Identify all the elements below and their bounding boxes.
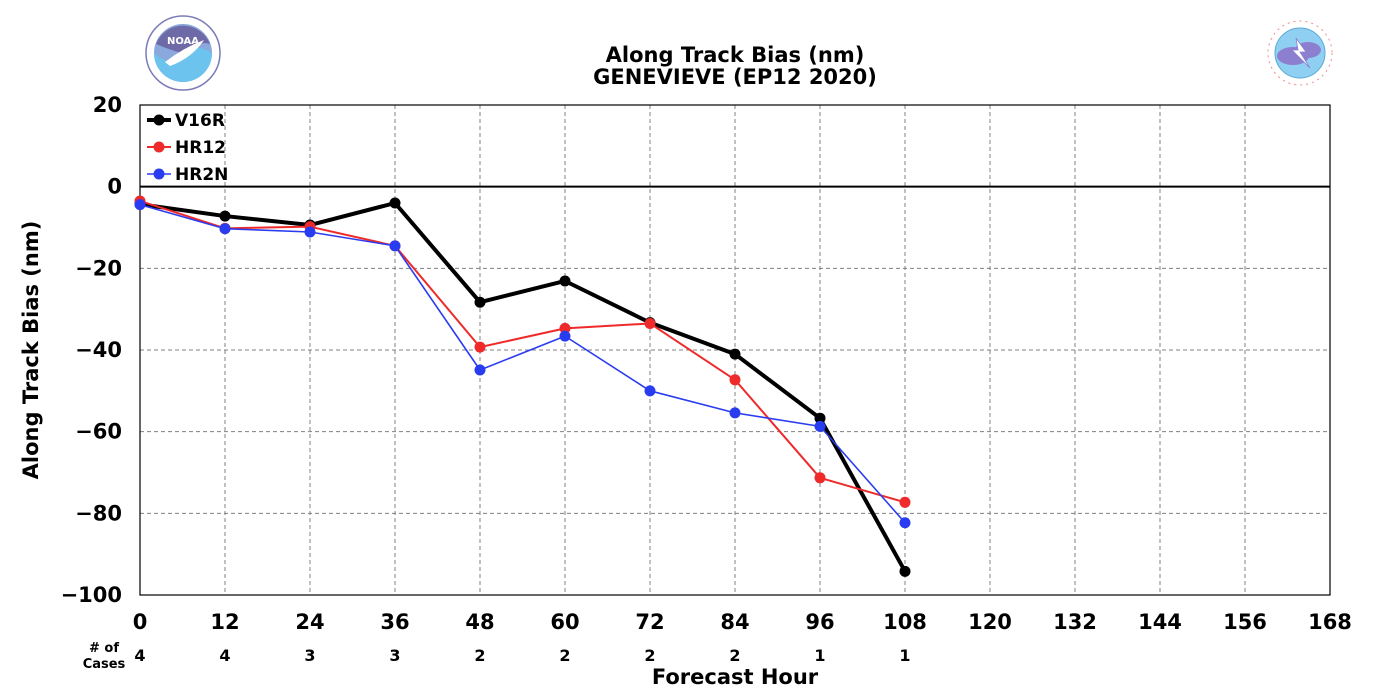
y-tick-label: 20 — [93, 93, 122, 117]
cases-label-line2: Cases — [83, 657, 126, 672]
series-line-hr2n — [139, 203, 906, 524]
series-point-hr2n — [814, 420, 826, 432]
legend-marker — [153, 141, 165, 153]
series-point-hr12 — [814, 472, 826, 484]
case-count: 2 — [559, 646, 570, 665]
series-point-hr2n — [729, 407, 741, 419]
case-count: 3 — [304, 646, 315, 665]
x-tick-label: 0 — [133, 610, 148, 634]
x-tick-label: 12 — [210, 610, 239, 634]
x-tick-labels: 0 12 24 36 48 60 72 84 96 108 120 132 144 156 168 — [133, 610, 1352, 634]
series-point-v16r — [559, 275, 571, 287]
series-point-v16r — [389, 197, 401, 209]
x-tick-label: 24 — [295, 610, 324, 634]
x-tick-label: 36 — [380, 610, 409, 634]
legend-label: HR2N — [175, 165, 228, 185]
chart-subtitle: GENEVIEVE (EP12 2020) — [593, 65, 877, 89]
series-point-v16r — [474, 296, 486, 308]
case-count: 4 — [134, 646, 145, 665]
noaa-logo-text: NOAA — [167, 36, 199, 47]
series-point-hr2n — [899, 517, 911, 529]
series-line-v16r — [139, 201, 907, 573]
x-tick-label: 96 — [805, 610, 834, 634]
chart-title: Along Track Bias (nm) — [606, 43, 865, 67]
plot-frame — [139, 104, 1331, 596]
x-tick-label: 156 — [1223, 610, 1267, 634]
x-tick-label: 84 — [720, 610, 749, 634]
x-tick-label: 108 — [883, 610, 927, 634]
x-tick-label: 48 — [465, 610, 494, 634]
series-point-hr12 — [729, 374, 741, 386]
series-point-v16r — [899, 565, 911, 577]
case-count: 1 — [814, 646, 825, 665]
case-count: 2 — [729, 646, 740, 665]
series-point-hr2n — [304, 226, 316, 238]
case-count: 1 — [899, 646, 910, 665]
y-axis-label: Along Track Bias (nm) — [19, 221, 43, 480]
series-point-hr2n — [134, 199, 146, 211]
y-tick-label: −80 — [75, 501, 122, 525]
series-layer — [134, 195, 911, 577]
series-line-hr12 — [139, 200, 906, 504]
legend-marker — [153, 168, 165, 180]
series-point-hr2n — [559, 330, 571, 342]
series-point-v16r — [814, 412, 826, 424]
y-tick-label: −100 — [61, 583, 122, 607]
series-point-hr12 — [474, 341, 486, 353]
cases-row: 4 4 3 3 2 2 2 2 1 1 — [134, 646, 910, 665]
x-tick-label: 60 — [550, 610, 579, 634]
legend-marker — [153, 114, 165, 126]
y-tick-label: −40 — [75, 338, 122, 362]
series-point-hr12 — [644, 317, 656, 329]
series-point-hr2n — [474, 364, 486, 376]
series-point-hr12 — [899, 496, 911, 508]
series-point-hr12 — [559, 322, 571, 334]
case-count: 2 — [474, 646, 485, 665]
series-point-v16r — [729, 348, 741, 360]
series-point-hr2n — [219, 223, 231, 235]
nws-logo — [1263, 16, 1337, 90]
cases-label-line1: # of — [89, 641, 119, 656]
legend-label: V16R — [175, 111, 225, 131]
y-tick-labels: 20 0 −20 −40 −60 −80 −100 — [61, 93, 122, 607]
x-tick-label: 144 — [1138, 610, 1182, 634]
x-tick-label: 120 — [968, 610, 1012, 634]
x-tick-label: 72 — [635, 610, 664, 634]
x-tick-label: 132 — [1053, 610, 1097, 634]
legend: V16R HR12 HR2N — [147, 111, 228, 185]
case-count: 2 — [644, 646, 655, 665]
series-point-v16r — [219, 210, 231, 222]
y-tick-label: −20 — [75, 256, 122, 280]
series-point-hr2n — [389, 240, 401, 252]
noaa-logo: NOAA — [145, 15, 221, 91]
legend-label: HR12 — [175, 138, 226, 158]
series-point-hr2n — [644, 385, 656, 397]
x-tick-label: 168 — [1308, 610, 1352, 634]
y-tick-label: 0 — [107, 175, 122, 199]
x-axis-label: Forecast Hour — [652, 665, 819, 689]
case-count: 3 — [389, 646, 400, 665]
y-tick-label: −60 — [75, 420, 122, 444]
case-count: 4 — [219, 646, 230, 665]
